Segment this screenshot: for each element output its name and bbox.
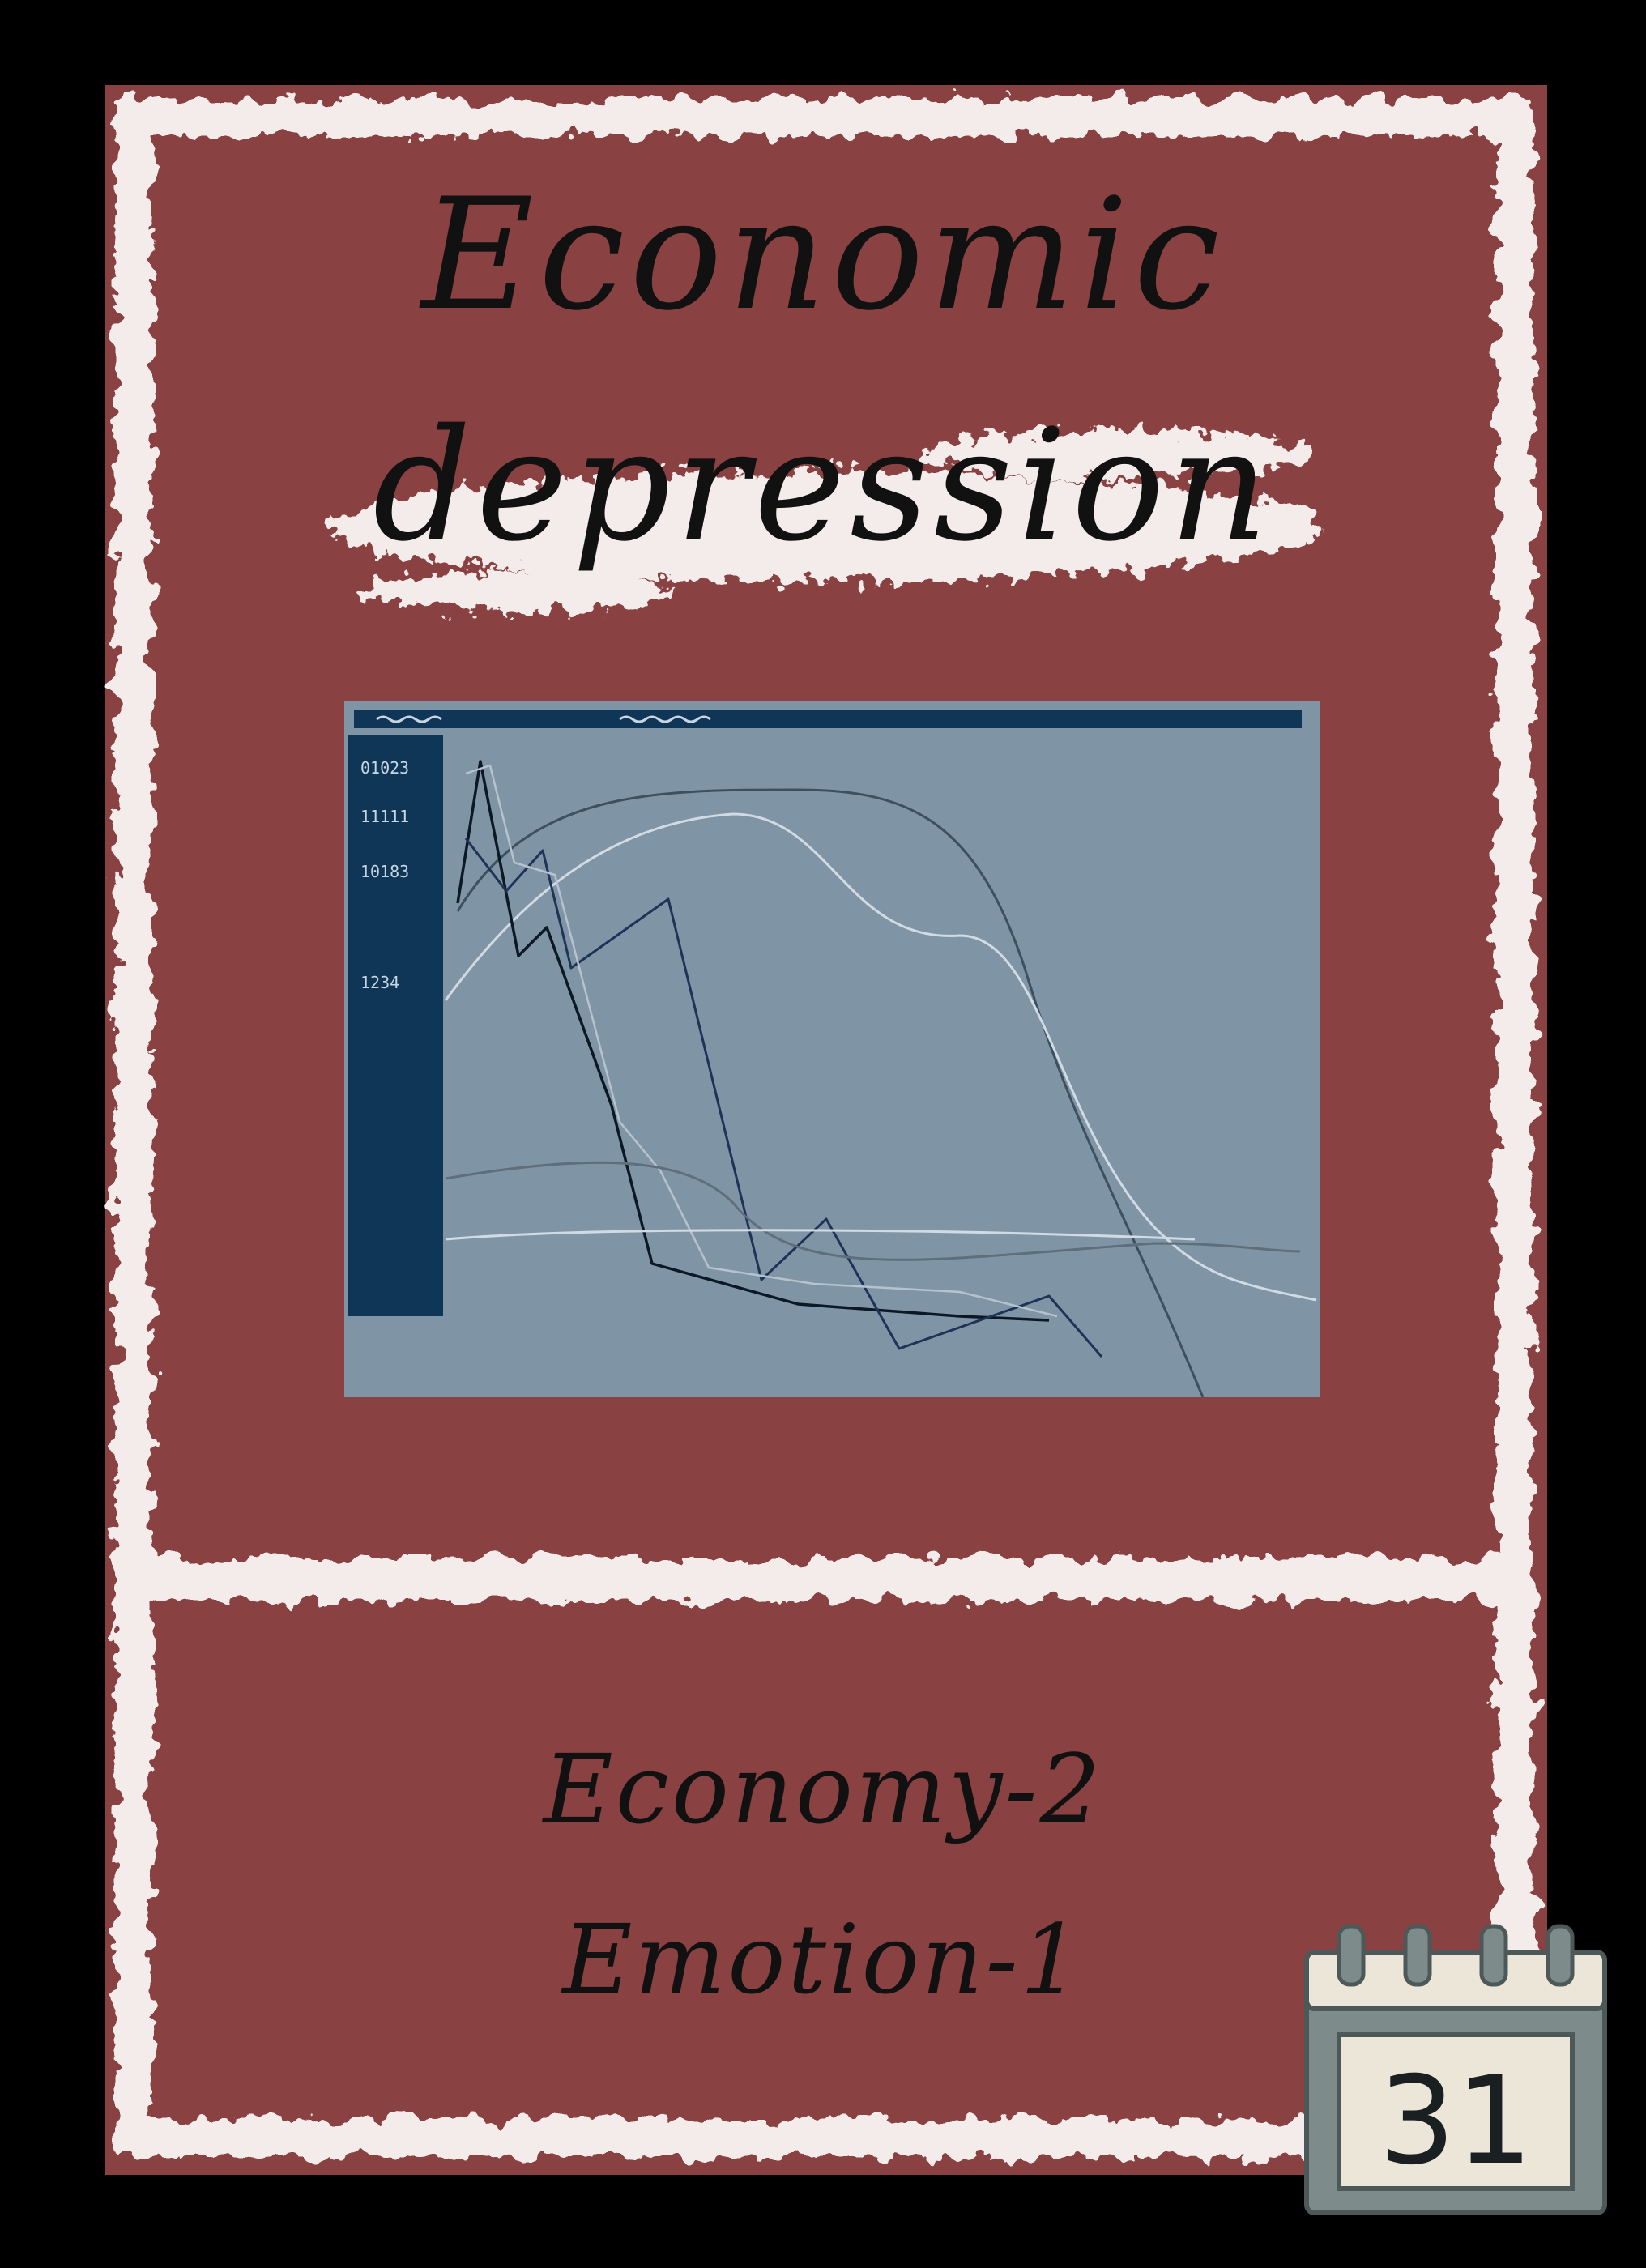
chart-line <box>465 764 1058 1318</box>
panel-readout: 1234 <box>360 973 399 992</box>
stat-emotion: Emotion-1 <box>562 1904 1084 2015</box>
chart-line <box>464 838 1103 1358</box>
calendar-ring <box>1546 1924 1575 1987</box>
chart-line <box>445 1161 1301 1261</box>
panel-readout: 11111 <box>360 807 409 826</box>
top-bar-squiggle <box>619 715 711 723</box>
panel-readout: 01023 <box>360 758 409 778</box>
calendar-header <box>1304 1950 1607 2011</box>
chart-line <box>445 1229 1196 1241</box>
side-panel <box>348 735 443 1316</box>
chart-line <box>456 760 1050 1322</box>
calendar-ring <box>1403 1924 1432 1987</box>
card-title-line1: Economic <box>421 165 1225 344</box>
title-chalk-smudge <box>332 471 1320 582</box>
stat-economy: Economy-2 <box>543 1733 1103 1845</box>
panel-readout: 10183 <box>360 862 409 881</box>
screen-top-bar <box>354 710 1302 728</box>
calendar-ring <box>1479 1924 1508 1987</box>
top-bar-squiggle <box>376 715 442 723</box>
line-chart-screen-icon: 01023 11111 10183 1234 <box>344 701 1320 1397</box>
chart-line <box>456 788 1205 1397</box>
calendar-icon: 31 <box>1304 1924 1607 2215</box>
screen-background <box>344 701 1320 1397</box>
calendar-page <box>1337 2032 1575 2191</box>
card-title-line2: depression <box>373 396 1273 575</box>
calendar-day: 31 <box>1379 2051 1533 2192</box>
calendar-ring <box>1337 1924 1366 1987</box>
